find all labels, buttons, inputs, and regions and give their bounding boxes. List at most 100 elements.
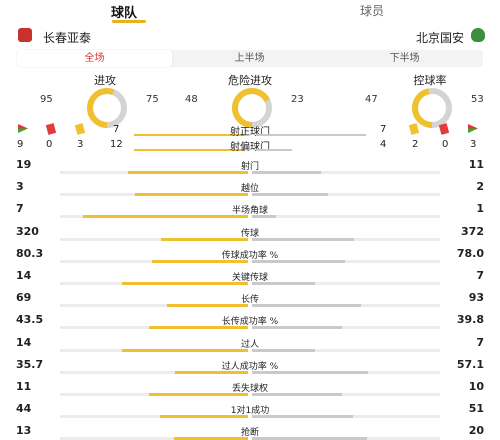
stat-home-bar [149, 326, 248, 330]
stat-away-value: 11 [468, 158, 484, 171]
home-shots-off-target: 12 [110, 139, 123, 150]
stat-home-bar [83, 215, 248, 219]
stat-row: 44 1对1成功 51 [0, 402, 500, 425]
stat-home-track [60, 437, 248, 440]
stat-home-value: 3 [16, 180, 24, 194]
stat-away-track [252, 193, 440, 197]
stat-away-bar [252, 393, 342, 396]
away-corners: 3 [470, 139, 477, 150]
stat-label: 过人 [240, 339, 259, 350]
shots-on-target-label: 射正球门 [230, 127, 270, 138]
donut-stat: 危险进攻 48 23 [185, 72, 315, 128]
stat-away-value: 78.0 [456, 246, 484, 260]
stat-home-bar [128, 171, 248, 174]
stat-label: 传球成功率 % [221, 250, 279, 261]
stat-home-bar [160, 415, 248, 419]
corner-flag-icon [18, 124, 28, 133]
donut-title: 危险进攻 [228, 74, 272, 87]
home-shots-on-bar [134, 134, 244, 136]
team-header: 长春亚泰 北京国安 [0, 26, 500, 46]
stat-row: 80.3 传球成功率 % 78.0 [0, 247, 500, 270]
stat-home-value: 14 [16, 335, 32, 349]
stat-home-value: 35.7 [16, 357, 44, 371]
donut-home-arc [87, 88, 127, 128]
stat-home-track [60, 237, 248, 241]
stat-row: 11 丢失球权 10 [0, 380, 500, 403]
stat-away-bar [252, 348, 315, 352]
donut-home-arc [232, 88, 272, 128]
stat-home-bar [122, 282, 248, 285]
away-team-name: 北京国安 [415, 31, 464, 45]
stat-home-track [60, 304, 248, 308]
away-yellow-cards: 2 [412, 139, 419, 150]
stat-away-value: 10 [468, 380, 484, 393]
away-shots-on-target: 7 [380, 124, 387, 135]
stat-home-bar [175, 370, 248, 374]
stat-home-track [60, 370, 248, 374]
home-corners: 9 [17, 139, 24, 150]
stat-row: 14 关键传球 7 [0, 269, 500, 292]
away-shots-off-bar [256, 149, 292, 151]
stat-away-bar [252, 304, 361, 308]
stat-away-bar [252, 215, 276, 219]
stat-away-value: 7 [476, 269, 484, 282]
shots-off-target-row: 9 0 3 12 射偏球门 4 2 0 3 [0, 139, 500, 153]
stat-label: 半场角球 [231, 206, 268, 217]
stat-home-value: 69 [16, 291, 32, 305]
donut-chart [232, 88, 272, 128]
stat-away-value: 372 [461, 224, 484, 238]
stat-home-value: 7 [16, 202, 24, 216]
stat-row: 43.5 长传成功率 % 39.8 [0, 313, 500, 336]
donut-home-value: 48 [185, 94, 198, 105]
stat-away-track [252, 215, 440, 219]
stat-home-bar [161, 237, 248, 241]
stat-away-bar [252, 326, 342, 330]
donut-title: 进攻 [94, 74, 116, 87]
stat-away-bar [252, 259, 345, 263]
stat-home-value: 19 [16, 158, 32, 171]
stat-home-value: 80.3 [16, 246, 44, 260]
stat-home-value: 44 [16, 402, 32, 416]
stat-away-track [252, 171, 440, 174]
stat-away-track [252, 393, 440, 396]
donut-away-value: 53 [471, 94, 484, 105]
stat-home-value: 320 [16, 224, 39, 238]
donut-chart [412, 88, 452, 128]
stat-label: 长传成功率 % [221, 317, 279, 328]
away-shots-off-target: 4 [380, 139, 387, 150]
period-first-half[interactable]: 上半场 [234, 53, 265, 64]
stat-away-bar [252, 415, 353, 419]
tab-team[interactable]: 球队 [111, 6, 138, 21]
stat-row: 13 抢断 20 [0, 424, 500, 440]
period-selector: 全场 上半场 下半场 [17, 50, 483, 67]
stat-label: 过人成功率 % [221, 361, 279, 372]
stat-home-bar [167, 304, 248, 308]
stat-row: 69 长传 93 [0, 291, 500, 314]
donut-home-value: 47 [365, 94, 378, 105]
stat-label: 关键传球 [231, 273, 268, 283]
active-tab-indicator [112, 20, 146, 23]
stat-away-value: 20 [468, 424, 484, 438]
stat-away-track [252, 348, 440, 352]
home-red-cards: 0 [46, 139, 53, 150]
period-second-half[interactable]: 下半场 [389, 53, 420, 64]
stat-label: 越位 [240, 184, 259, 195]
stat-away-bar [252, 370, 368, 374]
stat-row: 35.7 过人成功率 % 57.1 [0, 358, 500, 381]
donut-chart [87, 88, 127, 128]
stat-home-value: 13 [16, 424, 32, 438]
stat-row: 3 越位 2 [0, 180, 500, 203]
stat-label: 传球 [240, 228, 259, 239]
stat-away-value: 2 [476, 180, 484, 194]
home-shots-on-target: 7 [113, 124, 120, 135]
shots-off-target-label: 射偏球门 [230, 142, 270, 153]
donut-stat: 控球率 47 53 [365, 72, 495, 128]
donut-stat: 进攻 95 75 [40, 72, 170, 128]
stat-away-track [252, 326, 440, 330]
stat-label: 1对1成功 [230, 406, 270, 417]
stat-row: 19 射门 11 [0, 158, 500, 181]
tab-players[interactable]: 球员 [360, 4, 385, 18]
period-full-match[interactable]: 全场 [17, 50, 172, 67]
stat-home-bar [122, 348, 248, 352]
stat-away-value: 51 [468, 402, 484, 416]
